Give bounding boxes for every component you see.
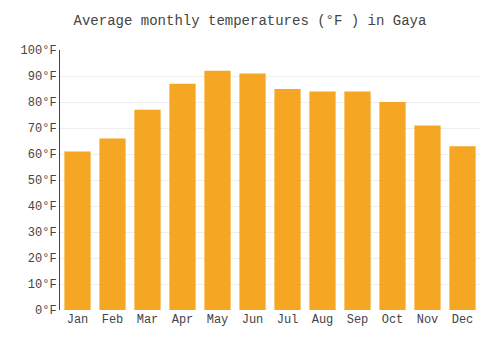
svg-text:Jun: Jun — [242, 313, 264, 327]
svg-text:Jan: Jan — [67, 313, 89, 327]
svg-text:Feb: Feb — [102, 313, 124, 327]
svg-text:Nov: Nov — [417, 313, 439, 327]
svg-text:Aug: Aug — [312, 313, 334, 327]
svg-text:Sep: Sep — [347, 313, 369, 327]
svg-text:50°F: 50°F — [28, 174, 57, 188]
svg-text:Average monthly temperatures (: Average monthly temperatures (°F ) in Ga… — [74, 13, 427, 29]
svg-text:Jul: Jul — [277, 313, 299, 327]
svg-text:Oct: Oct — [382, 313, 404, 327]
svg-text:90°F: 90°F — [28, 70, 57, 84]
svg-text:May: May — [207, 313, 229, 327]
svg-text:70°F: 70°F — [28, 122, 57, 136]
svg-text:30°F: 30°F — [28, 226, 57, 240]
svg-text:0°F: 0°F — [35, 304, 57, 318]
svg-text:40°F: 40°F — [28, 200, 57, 214]
svg-text:100°F: 100°F — [21, 44, 57, 58]
svg-text:Apr: Apr — [172, 313, 194, 327]
svg-text:Mar: Mar — [137, 313, 159, 327]
svg-text:10°F: 10°F — [28, 278, 57, 292]
svg-text:60°F: 60°F — [28, 148, 57, 162]
svg-text:20°F: 20°F — [28, 252, 57, 266]
svg-text:80°F: 80°F — [28, 96, 57, 110]
svg-text:Dec: Dec — [452, 313, 474, 327]
